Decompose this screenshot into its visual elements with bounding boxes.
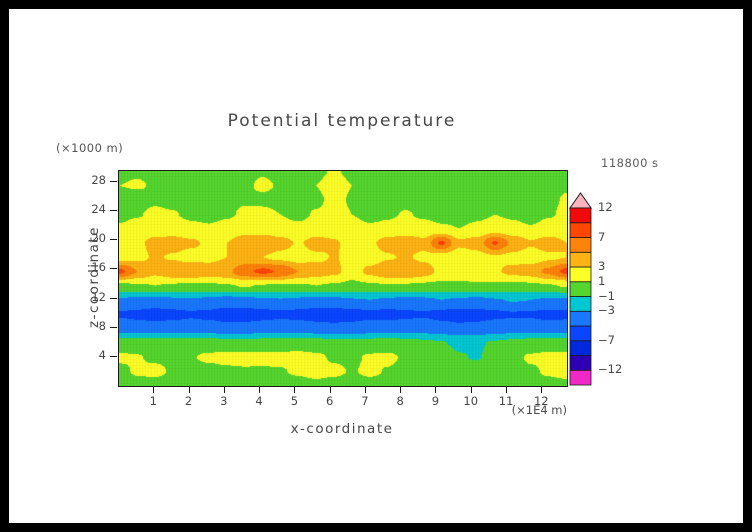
y-tick-label: 24 bbox=[91, 202, 106, 217]
y-tick-mark bbox=[110, 210, 117, 212]
x-tick-label: 1 bbox=[149, 394, 157, 408]
x-tick-mark bbox=[541, 387, 543, 393]
y-tick-label: 4 bbox=[98, 347, 106, 362]
colorbar-cell bbox=[569, 281, 592, 297]
colorbar-tick-label: −3 bbox=[598, 303, 615, 318]
x-tick-label: 4 bbox=[255, 394, 263, 408]
x-tick-mark bbox=[223, 387, 225, 393]
x-tick-label: 3 bbox=[220, 394, 228, 408]
timestamp-label: 118800 s bbox=[601, 156, 659, 170]
x-tick-label: 5 bbox=[290, 394, 299, 408]
x-tick-mark bbox=[364, 387, 366, 393]
x-axis-title: x-coordinate bbox=[290, 421, 394, 437]
x-tick-mark bbox=[435, 387, 437, 393]
colorbar-cell bbox=[569, 369, 592, 386]
y-tick-label: 8 bbox=[98, 318, 106, 333]
y-tick-mark bbox=[110, 180, 117, 182]
x-tick-mark bbox=[400, 387, 402, 393]
colorbar bbox=[569, 192, 592, 386]
y-tick-mark bbox=[110, 268, 117, 270]
colorbar-cell bbox=[569, 251, 592, 268]
x-tick-mark bbox=[470, 387, 472, 393]
y-tick-label: 16 bbox=[91, 260, 106, 275]
colorbar-tick-label: 3 bbox=[598, 259, 606, 273]
x-tick-mark bbox=[329, 387, 331, 393]
y-tick-label: 20 bbox=[91, 231, 106, 246]
x-tick-label: 9 bbox=[431, 394, 440, 408]
colorbar-cell bbox=[569, 207, 592, 224]
colorbar-cell bbox=[569, 222, 592, 238]
plot-title: Potential temperature bbox=[227, 111, 457, 131]
y-axis-unit-label: (×1000 m) bbox=[56, 141, 124, 155]
colorbar-cell bbox=[569, 237, 592, 253]
colorbar-tick-label: −12 bbox=[598, 362, 623, 377]
colorbar-cell bbox=[569, 296, 592, 312]
colorbar-tick-label: 7 bbox=[598, 229, 606, 244]
y-tick-label: 12 bbox=[91, 289, 106, 304]
y-tick-label: 28 bbox=[91, 172, 106, 187]
colorbar-tick-label: 1 bbox=[598, 273, 606, 288]
x-tick-mark bbox=[259, 387, 261, 393]
plot-area bbox=[118, 170, 568, 387]
heatmap-canvas bbox=[119, 171, 567, 386]
x-tick-label: 11 bbox=[498, 394, 514, 408]
x-tick-mark bbox=[294, 387, 296, 393]
colorbar-tick-label: 12 bbox=[598, 200, 613, 214]
colorbar-tick-label: −1 bbox=[598, 288, 615, 303]
colorbar-cell bbox=[569, 325, 592, 342]
colorbar-cell bbox=[569, 266, 592, 283]
x-tick-mark bbox=[506, 387, 508, 393]
x-tick-label: 10 bbox=[463, 394, 479, 408]
x-tick-label: 7 bbox=[361, 394, 369, 408]
colorbar-over-range-triangle bbox=[569, 192, 592, 209]
x-tick-label: 6 bbox=[325, 394, 334, 408]
x-tick-mark bbox=[188, 387, 190, 393]
colorbar-tick-label: −7 bbox=[598, 332, 615, 347]
colorbar-cell bbox=[569, 355, 592, 371]
colorbar-cell bbox=[569, 340, 592, 356]
y-tick-mark bbox=[110, 297, 117, 299]
x-tick-label: 8 bbox=[396, 394, 404, 408]
y-tick-mark bbox=[110, 239, 117, 241]
x-axis-unit-label: (×1E4 m) bbox=[511, 403, 567, 417]
y-tick-mark bbox=[110, 326, 117, 328]
x-tick-mark bbox=[153, 387, 155, 393]
colorbar-cell bbox=[569, 310, 592, 327]
x-tick-label: 12 bbox=[533, 394, 549, 408]
y-tick-mark bbox=[110, 355, 117, 357]
x-tick-label: 2 bbox=[184, 394, 193, 408]
